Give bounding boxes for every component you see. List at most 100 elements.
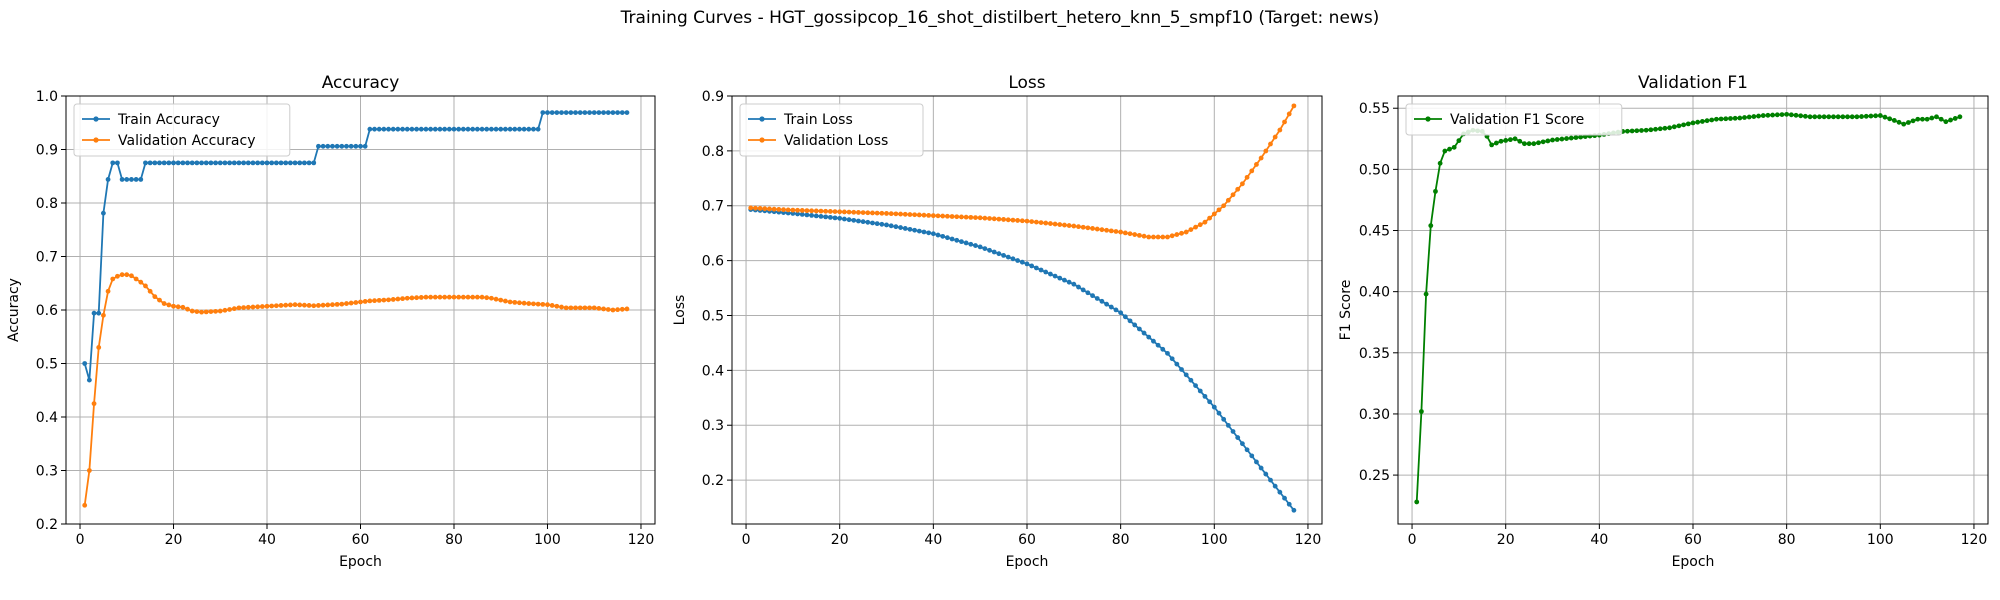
- data-point: [1282, 119, 1287, 125]
- data-point: [1197, 222, 1203, 228]
- chart-panel-1: 0 20 40 60 80 100 120 0.2 0.3 0.4 0.5 0.6 0.7 0.8 0.9 1…: [6, 73, 656, 570]
- data-point: [199, 160, 204, 166]
- data-point: [1216, 410, 1222, 416]
- legend-swatch-marker: [759, 137, 765, 143]
- data-point: [610, 307, 616, 313]
- data-point: [1258, 155, 1264, 161]
- data-point: [316, 143, 321, 149]
- data-point: [1048, 271, 1053, 277]
- data-point: [1291, 103, 1297, 109]
- data-point: [474, 294, 480, 300]
- data-point: [526, 301, 532, 306]
- data-point: [954, 214, 960, 220]
- data-point: [245, 304, 251, 310]
- x-tick-label: 120: [1295, 532, 1322, 548]
- data-point: [930, 231, 936, 237]
- data-point: [152, 294, 158, 300]
- data-point: [823, 208, 829, 214]
- data-point: [991, 216, 997, 222]
- data-point: [1831, 114, 1836, 120]
- data-point: [762, 206, 768, 212]
- y-tick-label: 0.2: [36, 517, 58, 533]
- data-point: [1169, 356, 1175, 362]
- data-point: [1667, 125, 1672, 131]
- data-point: [236, 305, 242, 311]
- data-point: [531, 301, 536, 307]
- data-point: [1774, 112, 1780, 118]
- data-point: [912, 212, 918, 218]
- data-point: [1071, 223, 1077, 229]
- data-point: [1146, 234, 1152, 240]
- series-markers-1: [748, 207, 1297, 513]
- x-tick-label: 80: [445, 532, 463, 548]
- data-point: [1526, 141, 1532, 147]
- data-point: [1671, 124, 1677, 130]
- data-point: [959, 239, 964, 245]
- data-point: [1512, 136, 1518, 142]
- axes-frame: [731, 95, 1323, 525]
- data-point: [278, 160, 284, 166]
- data-point: [879, 210, 885, 216]
- data-point: [1564, 136, 1569, 141]
- data-point: [902, 211, 908, 217]
- data-point: [977, 215, 983, 221]
- data-point: [841, 216, 847, 222]
- data-point: [264, 160, 270, 166]
- data-point: [577, 305, 583, 311]
- data-point: [1048, 221, 1053, 226]
- data-point: [884, 211, 889, 216]
- data-point: [1690, 120, 1696, 126]
- data-point: [1165, 234, 1170, 240]
- panel-title: Validation F1: [1638, 73, 1748, 93]
- data-point: [1451, 144, 1457, 150]
- data-point: [498, 297, 504, 303]
- data-point: [189, 308, 195, 314]
- data-point: [376, 297, 382, 303]
- data-point: [484, 295, 490, 301]
- data-point: [996, 216, 1002, 222]
- data-point: [1943, 119, 1949, 125]
- data-point: [977, 244, 983, 250]
- legend-box: [73, 103, 291, 157]
- data-point: [1437, 160, 1443, 166]
- data-point: [1896, 119, 1902, 125]
- data-point: [1859, 114, 1864, 119]
- data-point: [545, 110, 550, 115]
- data-point: [1901, 121, 1907, 127]
- data-point: [907, 212, 913, 217]
- data-point: [968, 241, 974, 247]
- data-point: [930, 213, 936, 219]
- data-point: [479, 126, 485, 132]
- data-point: [259, 304, 265, 309]
- data-point: [1718, 116, 1724, 122]
- data-point: [1419, 409, 1424, 414]
- data-point: [1657, 126, 1663, 132]
- x-tick-label: 0: [742, 532, 751, 548]
- data-point: [804, 212, 810, 218]
- data-point: [545, 302, 550, 308]
- data-point: [1240, 181, 1245, 187]
- data-point: [432, 294, 438, 300]
- data-point: [1235, 186, 1241, 192]
- data-point: [517, 126, 522, 132]
- data-point: [587, 110, 592, 115]
- data-point: [1489, 142, 1495, 148]
- data-point: [372, 298, 377, 304]
- data-point: [283, 160, 289, 166]
- data-point: [1029, 263, 1035, 269]
- data-point: [1286, 111, 1292, 117]
- data-point: [1052, 273, 1058, 279]
- data-point: [507, 299, 513, 305]
- data-point: [241, 160, 247, 166]
- data-point: [809, 208, 814, 214]
- data-point: [358, 299, 363, 305]
- data-point: [358, 143, 363, 149]
- data-point: [582, 110, 588, 115]
- series-line-1: [750, 208, 1295, 511]
- data-point: [601, 110, 606, 115]
- data-point: [1522, 141, 1527, 147]
- data-point: [147, 288, 153, 294]
- data-point: [316, 303, 321, 308]
- panel-title: Accuracy: [322, 73, 400, 93]
- data-point: [591, 110, 597, 115]
